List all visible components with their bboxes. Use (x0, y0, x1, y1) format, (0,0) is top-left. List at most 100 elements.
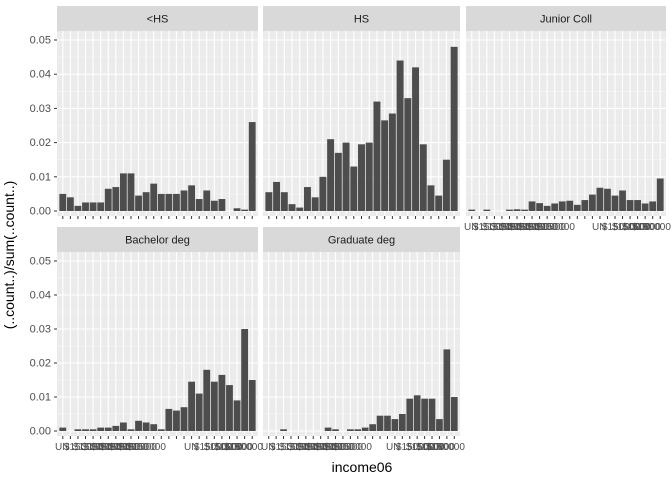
bar (165, 193, 173, 211)
x-tick-label: $150000 (91, 442, 130, 453)
x-tick-label: R (234, 442, 241, 453)
bar (135, 195, 142, 211)
facet-strip-label: Graduate deg (328, 235, 395, 247)
bar (265, 192, 273, 211)
bar (626, 200, 634, 211)
y-tick-label: 0.03 (30, 103, 51, 115)
facet-panel: HS (263, 6, 460, 219)
facet-strip-label: Bachelor deg (125, 235, 190, 247)
bar (195, 199, 203, 211)
x-tick-label: UN (386, 442, 400, 453)
bar (280, 192, 288, 211)
bar (443, 349, 451, 431)
bar (74, 429, 82, 431)
x-tick-label: UN (55, 442, 69, 453)
bar (381, 120, 389, 211)
facet-strip (263, 6, 460, 31)
bar (165, 408, 173, 431)
facet-strip (57, 6, 258, 31)
bar (604, 188, 611, 211)
bar (188, 185, 196, 211)
facet-strip (466, 6, 666, 31)
bar (369, 424, 376, 431)
bar (311, 197, 319, 211)
x-tick-label: $150000 (491, 222, 530, 233)
bar (210, 200, 218, 211)
x-tick-label: $150000 (315, 442, 354, 453)
x-tick-label: $150000 (509, 222, 548, 233)
bar (483, 209, 491, 211)
y-tick-label: 0.00 (30, 426, 51, 438)
bar (188, 381, 196, 431)
bar (296, 207, 304, 211)
bar (384, 415, 391, 431)
facet-strip (263, 227, 460, 252)
bar (347, 429, 354, 431)
bar (210, 381, 218, 431)
bar (373, 101, 381, 211)
bar (112, 425, 120, 431)
y-tick-label: 0.02 (30, 358, 51, 370)
x-tick-label: R (642, 222, 649, 233)
bar (428, 398, 436, 431)
y-tick-label: 0.05 (30, 35, 51, 47)
bar (361, 427, 369, 431)
x-tick-label: $150000 (64, 442, 103, 453)
bar (551, 203, 559, 211)
bar (442, 159, 450, 211)
bar (334, 152, 342, 211)
bar (180, 190, 188, 211)
x-tick-label: $150000 (333, 442, 372, 453)
x-tick-label: $150000 (406, 442, 445, 453)
x-tick-label: $150000 (204, 442, 243, 453)
x-tick-label: $150000 (270, 442, 309, 453)
bar (342, 142, 350, 211)
bar (419, 144, 427, 211)
bar (354, 429, 362, 431)
x-tick-label: $150000 (622, 222, 661, 233)
panel-background (466, 31, 666, 216)
bar (226, 385, 233, 431)
bar (566, 200, 574, 211)
bar (319, 176, 327, 211)
x-tick-label: $150000 (109, 442, 148, 453)
bar (180, 407, 188, 431)
bar (273, 181, 281, 211)
x-tick-label: $150000 (288, 442, 327, 453)
x-tick-label: R (436, 442, 443, 453)
x-tick-label: $150000 (306, 442, 345, 453)
bar (303, 187, 311, 211)
x-tick-label: $150000 (482, 222, 521, 233)
bar (521, 209, 528, 211)
bar (119, 173, 127, 211)
bar (112, 187, 120, 211)
x-tick-label: $150000 (536, 222, 575, 233)
x-tick-label: $150000 (194, 442, 233, 453)
facet-strip-label: <HS (147, 14, 169, 26)
bar (157, 429, 165, 431)
y-tick-label: 0.05 (30, 256, 51, 268)
bar (324, 427, 332, 431)
facet-panel: Bachelor degUN$150000$150000$150000$1500… (30, 227, 263, 453)
bar (74, 205, 82, 211)
x-tick-label: $150000 (612, 222, 651, 233)
bar (82, 429, 89, 431)
bar (97, 202, 105, 211)
x-tick-label: $150000 (527, 222, 566, 233)
bar (573, 204, 581, 211)
x-tick-label: UN (184, 442, 198, 453)
bar (358, 144, 365, 211)
x-tick-label: $150000 (426, 442, 465, 453)
x-tick-label: $150000 (100, 442, 139, 453)
facet-strip-label: HS (354, 14, 369, 26)
bar (611, 195, 619, 211)
bar (248, 122, 256, 211)
bar (248, 380, 256, 431)
bar (135, 420, 142, 431)
bar (173, 193, 180, 211)
x-tick-label: $150000 (396, 442, 435, 453)
bar (288, 204, 296, 211)
bar (280, 429, 287, 431)
bar (195, 393, 203, 431)
